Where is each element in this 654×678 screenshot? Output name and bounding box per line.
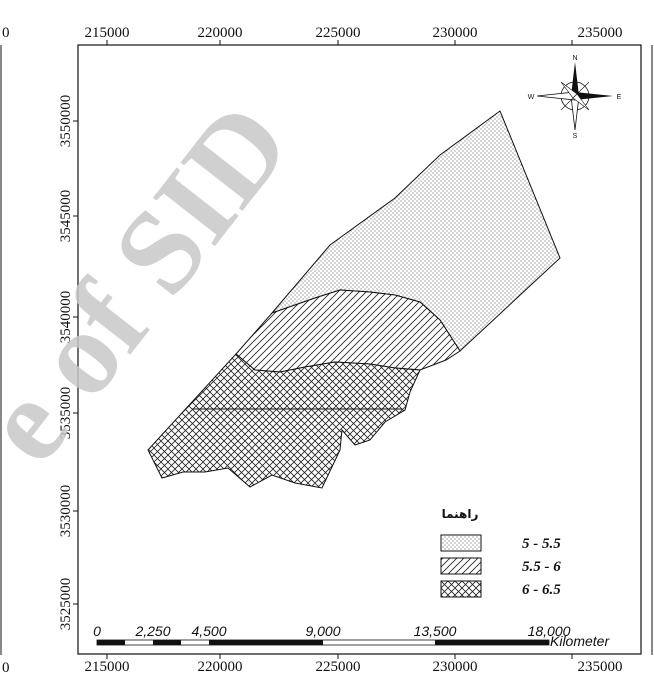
scale-segment bbox=[435, 640, 549, 645]
scale-unit: Kilometer bbox=[550, 633, 610, 649]
zone-6-6.5 bbox=[147, 353, 421, 489]
scale-label: 0 bbox=[93, 623, 101, 639]
compass-south-label: S bbox=[573, 133, 578, 140]
north-arrow-icon: N S E W bbox=[528, 55, 622, 140]
x-tick-top-label: 225000 bbox=[316, 25, 361, 41]
y-tick-label: 3545000 bbox=[58, 190, 74, 243]
y-tick-label: 3530000 bbox=[58, 485, 74, 538]
scale-label: 13,500 bbox=[414, 623, 457, 639]
legend-swatch-diagonal bbox=[440, 557, 482, 575]
legend-swatch-dots bbox=[440, 534, 482, 552]
legend-swatch-cross bbox=[440, 580, 482, 598]
y-tick-label: 3540000 bbox=[58, 291, 74, 344]
scale-label: 9,000 bbox=[305, 623, 340, 639]
scale-label: 18,000 bbox=[528, 623, 571, 639]
x-tick-top-label: 230000 bbox=[433, 25, 478, 41]
legend-label: 5 - 5.5 bbox=[522, 536, 561, 552]
edge-label-top: 0 bbox=[2, 25, 10, 41]
x-ticks-top bbox=[106, 40, 573, 45]
scale-segment bbox=[209, 640, 323, 645]
scale-segment bbox=[97, 640, 125, 645]
compass-east-label: E bbox=[617, 94, 622, 101]
edge-label-bottom: 0 bbox=[2, 660, 10, 676]
x-tick-top-label: 220000 bbox=[198, 25, 243, 41]
legend-label: 5.5 - 6 bbox=[522, 559, 561, 575]
scale-label: 4,500 bbox=[191, 623, 226, 639]
legend: راهنما 5 - 5.5 5.5 - 6 6 - 6.5 bbox=[440, 507, 561, 598]
compass-north-label: N bbox=[572, 55, 577, 62]
x-tick-bottom-label: 220000 bbox=[198, 659, 243, 675]
study-area bbox=[147, 110, 561, 489]
compass-west-label: W bbox=[528, 94, 535, 101]
legend-title: راهنما bbox=[442, 507, 479, 521]
y-tick-label: 3550000 bbox=[58, 95, 74, 148]
x-tick-bottom-label: 225000 bbox=[316, 659, 361, 675]
legend-label: 6 - 6.5 bbox=[522, 582, 561, 598]
scale-bar: 0 2,250 4,500 9,000 13,500 18,000 Kilome… bbox=[93, 623, 610, 649]
x-tick-bottom-label: 215000 bbox=[85, 659, 130, 675]
x-ticks-bottom bbox=[106, 654, 573, 659]
x-tick-bottom-label: 235000 bbox=[578, 659, 623, 675]
y-tick-label: 3525000 bbox=[58, 578, 74, 631]
map-frame bbox=[77, 44, 642, 655]
scale-label: 2,250 bbox=[134, 623, 170, 639]
x-tick-bottom-label: 230000 bbox=[433, 659, 478, 675]
y-ticks bbox=[73, 120, 78, 605]
x-tick-top-label: 215000 bbox=[85, 25, 130, 41]
scale-segment bbox=[153, 640, 181, 645]
y-tick-label: 3535000 bbox=[58, 387, 74, 440]
x-tick-top-label: 235000 bbox=[578, 25, 623, 41]
